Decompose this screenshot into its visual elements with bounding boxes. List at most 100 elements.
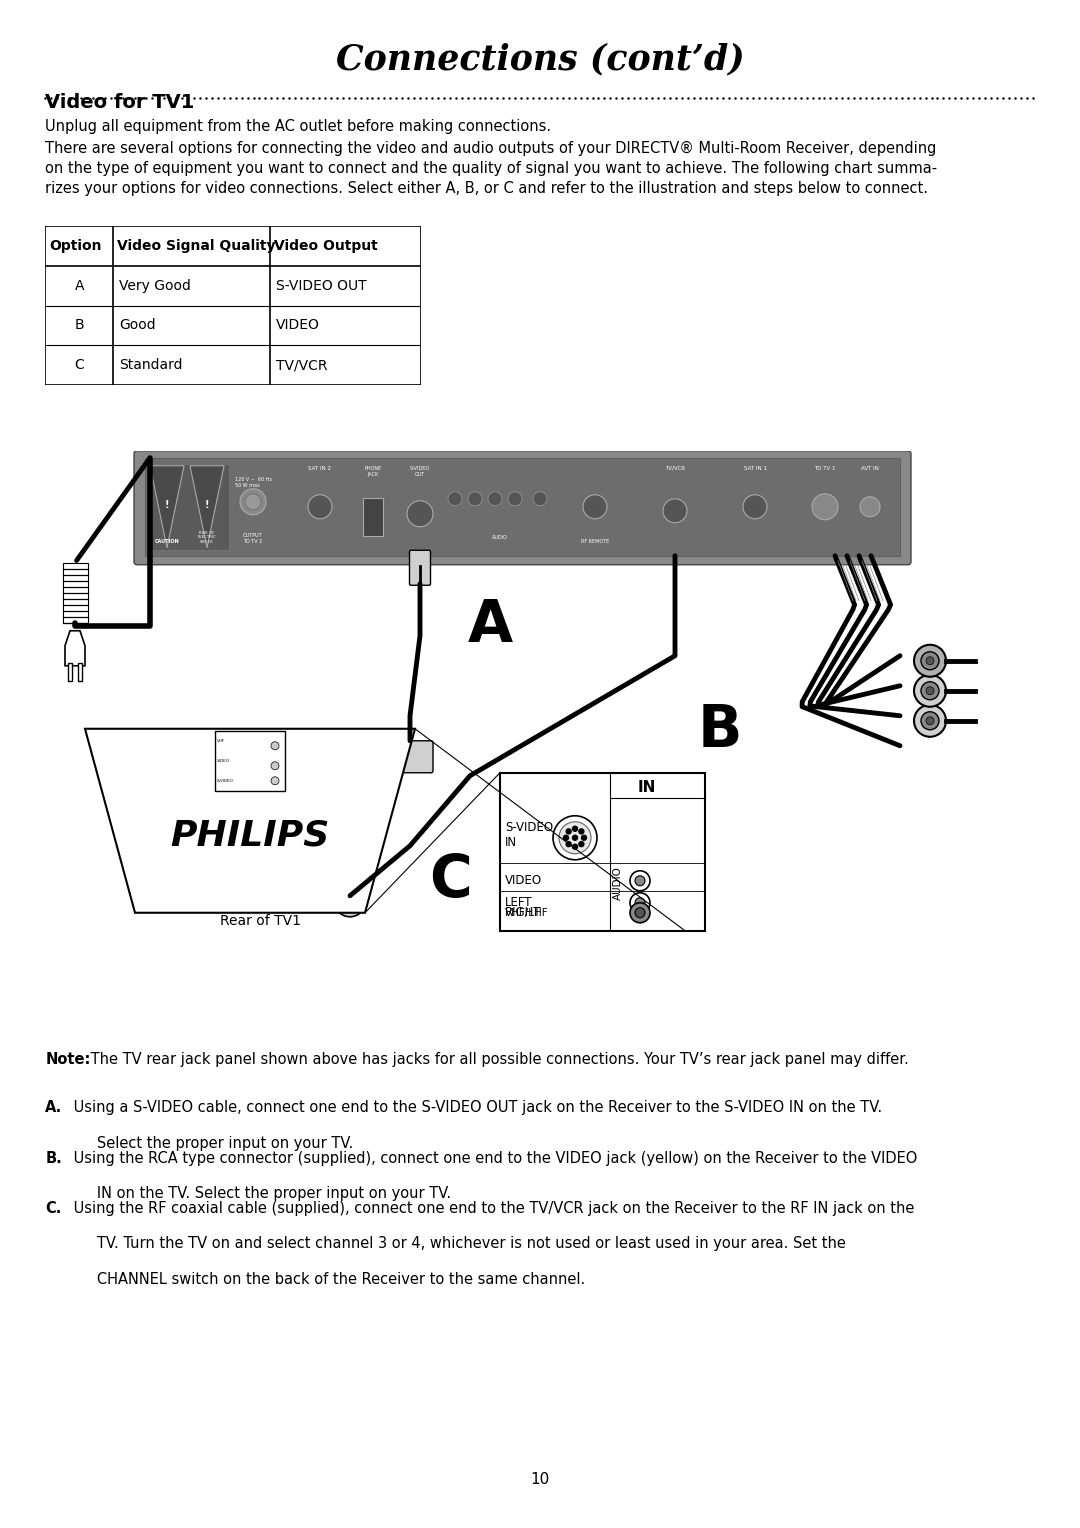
Circle shape — [921, 652, 939, 669]
Circle shape — [468, 492, 482, 506]
Text: Video for TV1: Video for TV1 — [45, 93, 194, 112]
Polygon shape — [65, 631, 85, 666]
Text: Using the RCA type connector (supplied), connect one end to the VIDEO jack (yell: Using the RCA type connector (supplied),… — [69, 1151, 918, 1166]
Text: The TV rear jack panel shown above has jacks for all possible connections. Your : The TV rear jack panel shown above has j… — [86, 1051, 909, 1067]
Text: C: C — [75, 358, 84, 373]
Circle shape — [342, 892, 357, 909]
Circle shape — [921, 712, 939, 730]
Text: on the type of equipment you want to connect and the quality of signal you want : on the type of equipment you want to con… — [45, 160, 937, 176]
Text: VHF/LHF: VHF/LHF — [505, 908, 549, 918]
Circle shape — [743, 495, 767, 520]
Text: S-VIDEO: S-VIDEO — [505, 821, 553, 834]
Circle shape — [245, 494, 261, 510]
Text: Option: Option — [50, 238, 102, 254]
Circle shape — [559, 822, 591, 854]
Circle shape — [508, 492, 522, 506]
Circle shape — [579, 828, 584, 834]
Text: There are several options for connecting the video and audio outputs of your DIR: There are several options for connecting… — [45, 141, 936, 156]
Text: Standard: Standard — [120, 358, 183, 373]
Circle shape — [240, 489, 266, 515]
Text: VIDEO: VIDEO — [217, 759, 230, 762]
Text: JACK: JACK — [367, 472, 379, 477]
Text: C: C — [429, 853, 471, 909]
Circle shape — [407, 501, 433, 527]
Bar — [68, 663, 72, 681]
Text: S-VIDEO OUT: S-VIDEO OUT — [276, 278, 366, 293]
Circle shape — [553, 816, 597, 860]
Text: RISK OF
ELECTRIC
SHOCK: RISK OF ELECTRIC SHOCK — [198, 530, 216, 544]
Text: S-VIDEO: S-VIDEO — [410, 466, 430, 471]
Text: A: A — [75, 278, 84, 293]
Text: 50 W max: 50 W max — [235, 483, 260, 489]
Text: SAT IN 1: SAT IN 1 — [743, 466, 767, 471]
Text: CAUTION: CAUTION — [154, 539, 179, 544]
Circle shape — [926, 717, 934, 724]
Circle shape — [534, 492, 546, 506]
Text: !: ! — [205, 500, 210, 510]
Circle shape — [271, 741, 279, 750]
Text: PHILIPS: PHILIPS — [171, 819, 329, 853]
Text: Video Output: Video Output — [274, 238, 378, 254]
Text: C.: C. — [45, 1201, 62, 1216]
Text: S-VIDEO: S-VIDEO — [217, 779, 234, 782]
Bar — [78, 663, 82, 681]
Text: CHANNEL switch on the back of the Receiver to the same channel.: CHANNEL switch on the back of the Receiv… — [83, 1271, 585, 1287]
Text: LEFT: LEFT — [505, 897, 532, 909]
Text: RF REMOTE: RF REMOTE — [581, 539, 609, 544]
Circle shape — [488, 492, 502, 506]
Text: AVT IN: AVT IN — [861, 466, 879, 471]
Circle shape — [581, 836, 586, 840]
Circle shape — [635, 908, 645, 918]
Text: 10: 10 — [530, 1471, 550, 1487]
Polygon shape — [150, 466, 184, 547]
Text: TO TV 2: TO TV 2 — [243, 539, 262, 544]
Circle shape — [448, 492, 462, 506]
Circle shape — [308, 495, 332, 520]
Text: Video Signal Quality: Video Signal Quality — [118, 238, 275, 254]
Circle shape — [914, 645, 946, 677]
Text: rizes your options for video connections. Select either A, B, or C and refer to : rizes your options for video connections… — [45, 180, 929, 196]
Circle shape — [926, 657, 934, 665]
FancyBboxPatch shape — [409, 550, 431, 585]
Text: TV/VCR: TV/VCR — [665, 466, 685, 471]
Circle shape — [334, 885, 366, 917]
Circle shape — [926, 686, 934, 695]
Circle shape — [630, 892, 650, 912]
Text: B.: B. — [45, 1151, 63, 1166]
Circle shape — [583, 495, 607, 520]
Circle shape — [812, 494, 838, 520]
Text: TV. Turn the TV on and select channel 3 or 4, whichever is not used or least use: TV. Turn the TV on and select channel 3 … — [83, 1236, 846, 1251]
Circle shape — [860, 497, 880, 516]
Text: Good: Good — [120, 318, 156, 333]
Text: 120 V ~  60 Hz: 120 V ~ 60 Hz — [235, 477, 272, 483]
Text: A: A — [468, 597, 513, 654]
Text: Using a S-VIDEO cable, connect one end to the S-VIDEO OUT jack on the Receiver t: Using a S-VIDEO cable, connect one end t… — [69, 1100, 882, 1115]
Text: AUDIO: AUDIO — [492, 535, 508, 541]
Text: IN: IN — [638, 781, 657, 795]
Bar — [215, 730, 285, 792]
Circle shape — [635, 898, 645, 908]
Text: A.: A. — [45, 1100, 63, 1115]
Text: RIGHT: RIGHT — [505, 906, 542, 920]
Circle shape — [566, 842, 571, 847]
Text: VHF: VHF — [217, 738, 226, 743]
Bar — [147, 465, 229, 550]
Text: IN on the TV. Select the proper input on your TV.: IN on the TV. Select the proper input on… — [83, 1186, 451, 1201]
Circle shape — [271, 762, 279, 770]
FancyBboxPatch shape — [134, 451, 912, 565]
Circle shape — [630, 903, 650, 923]
Circle shape — [635, 876, 645, 886]
Text: B: B — [698, 703, 742, 759]
Circle shape — [566, 828, 571, 834]
Circle shape — [921, 681, 939, 700]
Bar — [363, 498, 383, 536]
Text: Select the proper input on your TV.: Select the proper input on your TV. — [83, 1135, 353, 1151]
Text: VIDEO: VIDEO — [276, 318, 320, 333]
Text: B: B — [75, 318, 84, 333]
Text: Rear of TV1: Rear of TV1 — [220, 914, 301, 927]
Text: IN: IN — [505, 836, 517, 850]
Circle shape — [572, 836, 578, 840]
FancyBboxPatch shape — [399, 741, 433, 773]
Text: AUDIO: AUDIO — [613, 866, 623, 900]
Circle shape — [564, 836, 568, 840]
